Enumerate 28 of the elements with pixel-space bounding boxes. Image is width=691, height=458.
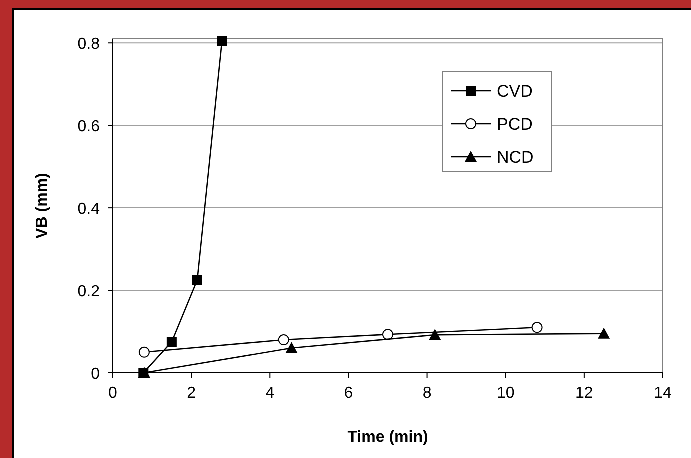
y-tick-label: 0.8 (78, 36, 100, 54)
point (429, 329, 442, 340)
x-tick-label: 12 (576, 385, 594, 402)
point (286, 342, 298, 354)
y-tick-label: 0.4 (78, 201, 100, 218)
x-axis-title: Time (min) (348, 429, 428, 446)
y-tick-label: 0.6 (78, 118, 100, 136)
point (166, 337, 177, 348)
x-tick-label: 0 (108, 385, 118, 402)
point (382, 329, 394, 340)
point (278, 334, 290, 346)
x-tick-label: 8 (422, 385, 432, 402)
y-tick-label: 0.2 (78, 284, 100, 301)
legend-label: PCD (497, 115, 533, 134)
point (192, 275, 202, 286)
legend-label: CVD (497, 82, 533, 101)
point (532, 322, 543, 334)
x-tick-label: 14 (654, 385, 672, 402)
y-axis-title: VB (mm) (34, 173, 51, 239)
point (217, 36, 228, 46)
x-tick-label: 2 (187, 385, 196, 402)
x-tick-label: 10 (496, 385, 515, 402)
point (598, 328, 610, 339)
x-tick-label: 4 (266, 385, 275, 402)
point (138, 346, 150, 358)
x-tick-label: 6 (344, 385, 354, 402)
legend-label: NCD (497, 148, 534, 167)
y-tick-label: 0 (91, 366, 100, 383)
